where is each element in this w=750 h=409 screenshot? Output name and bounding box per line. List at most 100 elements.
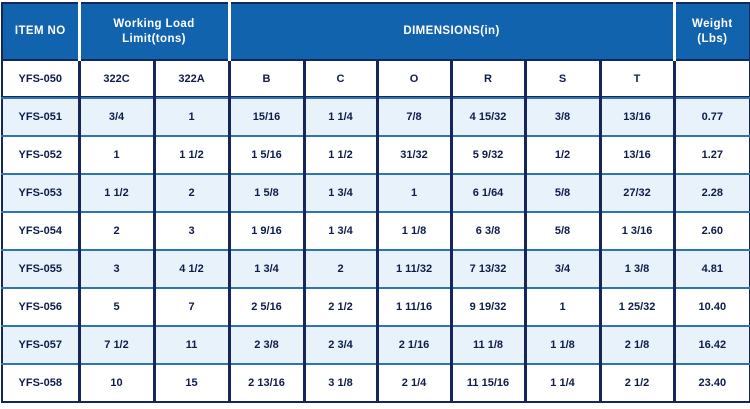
cell-t: 1 3/16	[600, 212, 676, 251]
cell-t: 1 3/8	[600, 250, 676, 289]
cell-322a: 1 1/2	[154, 136, 231, 175]
cell-b: 2 3/8	[229, 326, 306, 365]
cell-s: 1	[525, 288, 602, 327]
cell-b: 1 9/16	[229, 212, 306, 251]
cell-s: 1 1/8	[525, 326, 602, 365]
cell-322c: 7 1/2	[79, 326, 156, 365]
cell-b: B	[229, 60, 306, 99]
cell-c: 2 3/4	[304, 326, 379, 365]
cell-b: 1 3/4	[229, 250, 306, 289]
cell-t: 13/16	[600, 136, 676, 175]
cell-item-no: YFS-054	[2, 212, 81, 251]
working-load-line1: Working Load	[113, 17, 195, 30]
cell-c: 1 1/4	[304, 98, 379, 137]
cell-weight: 4.81	[674, 250, 750, 289]
working-load-line2: Limit(tons)	[122, 32, 186, 45]
cell-322c: 3/4	[79, 98, 156, 137]
cell-322c: 1	[79, 136, 156, 175]
cell-r: 11 1/8	[451, 326, 527, 365]
table-row: YFS-053 1 1/2 2 1 5/8 1 3/4 1 6 1/64 5/8 27/32 2.…	[2, 174, 750, 213]
cell-322a: 3	[154, 212, 231, 251]
cell-c: 1 3/4	[304, 174, 379, 213]
cell-weight: 16.42	[674, 326, 750, 365]
cell-item-no: YFS-052	[2, 136, 81, 175]
weight-line2: (Lbs)	[697, 32, 728, 45]
cell-o: 1 1/8	[377, 212, 453, 251]
cell-t: 2 1/2	[600, 364, 676, 402]
cell-322a: 11	[154, 326, 231, 365]
cell-b: 1 5/8	[229, 174, 306, 213]
cell-r: 11 15/16	[451, 364, 527, 402]
spec-table: ITEM NO Working Load Limit(tons) DIMENSI…	[1, 2, 750, 403]
cell-b: 2 5/16	[229, 288, 306, 327]
cell-item-no: YFS-051	[2, 98, 81, 137]
cell-r: 7 13/32	[451, 250, 527, 289]
cell-322a: 7	[154, 288, 231, 327]
cell-s: 1/2	[525, 136, 602, 175]
cell-c: 3 1/8	[304, 364, 379, 402]
cell-s: 3/4	[525, 250, 602, 289]
cell-weight: 0.77	[674, 98, 750, 137]
cell-322c: 2	[79, 212, 156, 251]
cell-item-no: YFS-050	[2, 60, 81, 99]
col-header-weight: Weight (Lbs)	[674, 3, 750, 61]
table-body: YFS-050 322C 322A B C O R S T YFS-051 3/4 1 15/16 1 1…	[2, 60, 750, 402]
cell-t: 1 25/32	[600, 288, 676, 327]
cell-weight	[674, 60, 750, 99]
cell-322c: 5	[79, 288, 156, 327]
cell-s: 5/8	[525, 212, 602, 251]
cell-o: 2 1/4	[377, 364, 453, 402]
cell-t: 13/16	[600, 98, 676, 137]
cell-b: 15/16	[229, 98, 306, 137]
cell-o: 1 11/16	[377, 288, 453, 327]
cell-322a: 2	[154, 174, 231, 213]
subheader-row: YFS-050 322C 322A B C O R S T	[2, 60, 750, 99]
cell-r: 4 15/32	[451, 98, 527, 137]
cell-t: 27/32	[600, 174, 676, 213]
cell-c: 1 3/4	[304, 212, 379, 251]
cell-r: 6 3/8	[451, 212, 527, 251]
cell-322a: 322A	[154, 60, 231, 99]
cell-r: 6 1/64	[451, 174, 527, 213]
item-no-label: ITEM NO	[14, 25, 66, 37]
table-row: YFS-051 3/4 1 15/16 1 1/4 7/8 4 15/32 3/8 13/16 0…	[2, 98, 750, 137]
cell-item-no: YFS-058	[2, 364, 81, 402]
cell-o: O	[377, 60, 453, 99]
cell-s: S	[525, 60, 602, 99]
col-header-dimensions: DIMENSIONS(in)	[229, 3, 676, 61]
cell-r: 9 19/32	[451, 288, 527, 327]
table-row: YFS-057 7 1/2 11 2 3/8 2 3/4 2 1/16 11 1/8 1 1/…	[2, 326, 750, 365]
cell-322c: 10	[79, 364, 156, 402]
cell-r: 5 9/32	[451, 136, 527, 175]
cell-322a: 1	[154, 98, 231, 137]
cell-o: 2 1/16	[377, 326, 453, 365]
cell-weight: 2.60	[674, 212, 750, 251]
cell-o: 1	[377, 174, 453, 213]
weight-line1: Weight	[692, 17, 733, 30]
cell-322c: 1 1/2	[79, 174, 156, 213]
col-header-working-load: Working Load Limit(tons)	[79, 3, 231, 61]
cell-item-no: YFS-055	[2, 250, 81, 289]
dimensions-label: DIMENSIONS(in)	[403, 25, 500, 37]
cell-322c: 3	[79, 250, 156, 289]
cell-weight: 1.27	[674, 136, 750, 175]
cell-weight: 10.40	[674, 288, 750, 327]
cell-o: 31/32	[377, 136, 453, 175]
cell-item-no: YFS-056	[2, 288, 81, 327]
cell-o: 7/8	[377, 98, 453, 137]
cell-b: 1 5/16	[229, 136, 306, 175]
cell-s: 1 1/4	[525, 364, 602, 402]
cell-weight: 2.28	[674, 174, 750, 213]
table-row: YFS-054 2 3 1 9/16 1 3/4 1 1/8 6 3/8 5/8 1 3/16 2…	[2, 212, 750, 251]
cell-c: 1 1/2	[304, 136, 379, 175]
cell-weight: 23.40	[674, 364, 750, 402]
table-row: YFS-055 3 4 1/2 1 3/4 2 1 11/32 7 13/32 3/4 1 3/…	[2, 250, 750, 289]
col-header-item-no: ITEM NO	[2, 3, 81, 61]
cell-c: 2 1/2	[304, 288, 379, 327]
table-row: YFS-056 5 7 2 5/16 2 1/2 1 11/16 9 19/32 1 1 25/…	[2, 288, 750, 327]
cell-item-no: YFS-053	[2, 174, 81, 213]
cell-c: 2	[304, 250, 379, 289]
cell-322c: 322C	[79, 60, 156, 99]
cell-b: 2 13/16	[229, 364, 306, 402]
